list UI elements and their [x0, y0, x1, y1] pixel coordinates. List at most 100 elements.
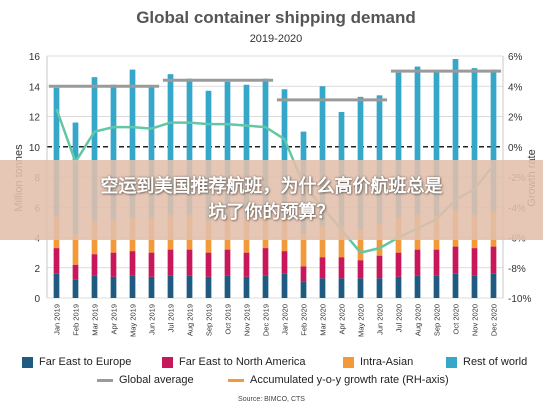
- bar-segment: [148, 276, 155, 298]
- legend-swatch: [343, 356, 354, 368]
- bar-segment: [471, 248, 478, 276]
- bar-segment: [300, 234, 307, 267]
- bar-segment: [414, 275, 421, 298]
- bar-segment: [414, 66, 421, 215]
- legend-swatch: [162, 356, 173, 368]
- y-tick-label: 14: [29, 82, 41, 93]
- bar-segment: [357, 260, 364, 279]
- bar-segment: [167, 74, 174, 215]
- legend-label: Global average: [119, 374, 194, 386]
- bar-segment: [338, 278, 345, 298]
- legend-label: Far East to North America: [179, 356, 306, 368]
- bar-segment: [72, 264, 79, 280]
- bar-segment: [433, 71, 440, 217]
- x-tick-label: Apr 2019: [110, 304, 119, 334]
- bar-segment: [433, 249, 440, 276]
- chart-subtitle: 2019-2020: [250, 33, 303, 45]
- legend-item-intra-asian: Intra-Asian: [343, 356, 413, 368]
- x-tick-label: Jun 2019: [148, 304, 157, 335]
- bar-segment: [490, 69, 497, 212]
- bar-segment: [300, 266, 307, 282]
- bar-segment: [224, 249, 231, 276]
- legend-line: [97, 378, 113, 382]
- chart-title: Global container shipping demand: [136, 8, 416, 27]
- x-tick-label: Jan 2019: [53, 304, 62, 335]
- x-tick-label: Jan 2020: [281, 304, 290, 335]
- bar-segment: [53, 248, 60, 274]
- x-tick-label: Aug 2020: [414, 304, 423, 336]
- bar-segment: [186, 249, 193, 276]
- bar-segment: [91, 275, 98, 298]
- y-tick-label: 10: [29, 143, 41, 154]
- bar-segment: [186, 78, 193, 215]
- x-tick-label: Feb 2020: [300, 304, 309, 336]
- y-tick-label: 2: [34, 264, 40, 275]
- legend-item-far-east-na: Far East to North America: [162, 356, 306, 368]
- legend-label: Intra-Asian: [360, 356, 414, 368]
- bar-segment: [319, 225, 326, 258]
- legend-label: Far East to Europe: [39, 356, 132, 368]
- bar-segment: [471, 275, 478, 298]
- bar-segment: [281, 251, 288, 274]
- x-tick-label: Jul 2020: [395, 304, 404, 332]
- bar-segment: [205, 252, 212, 277]
- y2-tick-label: -8%: [508, 264, 526, 275]
- bar-segment: [262, 78, 269, 214]
- legend-swatch: [22, 356, 33, 368]
- bar-segment: [167, 249, 174, 276]
- legend-item-global-average: Global average: [97, 374, 194, 386]
- y-tick-label: 16: [29, 52, 41, 63]
- x-tick-label: Mar 2019: [91, 304, 100, 336]
- banner-line-2: 坑了你的预算？: [208, 202, 335, 223]
- bar-segment: [452, 273, 459, 298]
- bar-segment: [490, 246, 497, 274]
- bar-segment: [224, 81, 231, 217]
- bar-segment: [110, 252, 117, 277]
- bar-segment: [262, 275, 269, 298]
- bar-segment: [262, 248, 269, 276]
- bar-segment: [357, 278, 364, 298]
- bar-segment: [452, 246, 459, 274]
- bar-segment: [91, 254, 98, 276]
- banner-line-1: 空运到美国推荐航班，为什么高价航班总是: [100, 176, 443, 197]
- bar-segment: [319, 257, 326, 279]
- bar-segment: [338, 257, 345, 279]
- bar-segment: [300, 281, 307, 298]
- bar-segment: [148, 86, 155, 218]
- bar-segment: [72, 279, 79, 298]
- source-note: Source: BIMCO, CTS: [238, 396, 305, 403]
- bar-segment: [129, 275, 136, 298]
- x-tick-label: Dec 2020: [490, 304, 499, 336]
- x-tick-label: Oct 2019: [224, 304, 233, 334]
- bar-segment: [186, 275, 193, 298]
- bar-segment: [110, 276, 117, 298]
- bar-segment: [53, 273, 60, 298]
- bar-segment: [205, 90, 212, 221]
- bar-segment: [490, 273, 497, 298]
- bar-segment: [395, 72, 402, 218]
- legend-label: Accumulated y-o-y growth rate (RH-axis): [250, 374, 449, 386]
- legend-item-rest-of-world: Rest of world: [446, 356, 527, 368]
- bar-segment: [72, 234, 79, 265]
- x-tick-label: Dec 2019: [262, 304, 271, 336]
- x-tick-label: Nov 2020: [471, 304, 480, 336]
- bar-segment: [395, 276, 402, 298]
- x-tick-label: Feb 2019: [72, 304, 81, 336]
- bar-segment: [129, 69, 136, 218]
- bar-segment: [224, 275, 231, 298]
- x-tick-label: Jul 2019: [167, 304, 176, 332]
- x-tick-label: Oct 2020: [452, 304, 461, 334]
- y2-tick-label: 4%: [508, 82, 523, 93]
- bar-segment: [452, 59, 459, 211]
- bar-segment: [281, 89, 288, 218]
- legend: Far East to Europe Far East to North Ame…: [0, 356, 543, 396]
- bar-segment: [471, 68, 478, 215]
- bar-segment: [148, 252, 155, 277]
- bar-segment: [205, 276, 212, 298]
- bar-segment: [395, 252, 402, 277]
- bar-segment: [376, 255, 383, 279]
- bar-segment: [319, 86, 326, 226]
- bar-segment: [243, 84, 250, 220]
- x-tick-label: Jun 2020: [376, 304, 385, 335]
